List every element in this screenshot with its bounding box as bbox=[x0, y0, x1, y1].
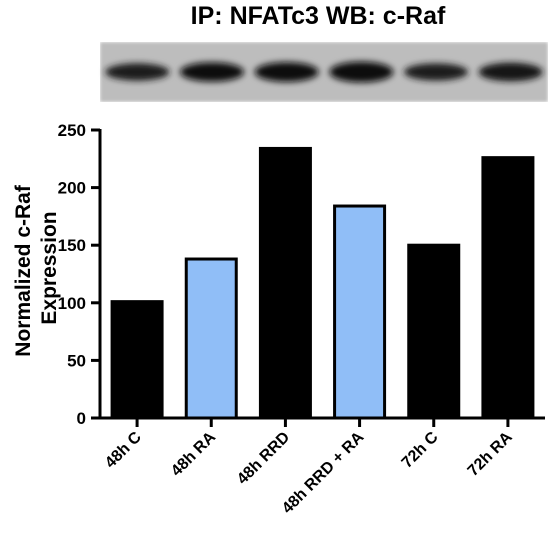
blot-band bbox=[180, 62, 244, 82]
x-tick-label: 72h C bbox=[399, 428, 442, 471]
y-axis-label-line-1: Normalized c-Raf bbox=[12, 184, 35, 357]
bar bbox=[110, 300, 164, 420]
blot-band bbox=[105, 63, 170, 81]
blot-band bbox=[404, 63, 468, 81]
y-axis-label-line-2: Expression bbox=[38, 211, 61, 324]
bar bbox=[258, 146, 312, 420]
y-tick-label: 100 bbox=[58, 294, 86, 313]
western-blot-strip bbox=[100, 42, 548, 102]
x-tick-label: 48h RRD + RA bbox=[279, 428, 368, 517]
blot-band bbox=[254, 62, 319, 82]
blot-band bbox=[478, 62, 543, 82]
bar bbox=[333, 204, 387, 420]
y-tick-label: 150 bbox=[58, 236, 86, 255]
blot-band bbox=[329, 61, 394, 83]
y-tick-label: 50 bbox=[67, 351, 86, 370]
chart-title: IP: NFATc3 WB: c-Raf bbox=[191, 2, 446, 30]
y-axis-ticks: 0 50 100 150 200 250 bbox=[58, 121, 100, 428]
bar bbox=[407, 243, 461, 420]
blot-bands bbox=[105, 61, 543, 83]
x-tick-label: 48h RRD bbox=[234, 429, 293, 488]
y-tick-label: 250 bbox=[58, 121, 86, 140]
x-tick-label: 48h RA bbox=[168, 428, 219, 479]
bar bbox=[481, 156, 535, 420]
bar bbox=[184, 257, 238, 420]
x-tick-label: 72h RA bbox=[465, 428, 516, 479]
blot-background bbox=[100, 42, 548, 102]
y-tick-label: 0 bbox=[77, 409, 86, 428]
x-tick-label: 48h C bbox=[102, 428, 145, 471]
y-tick-label: 200 bbox=[58, 179, 86, 198]
y-axis-label: Normalized c-Raf Expression bbox=[12, 179, 61, 356]
x-axis-ticks bbox=[135, 418, 510, 427]
bars bbox=[110, 146, 535, 420]
